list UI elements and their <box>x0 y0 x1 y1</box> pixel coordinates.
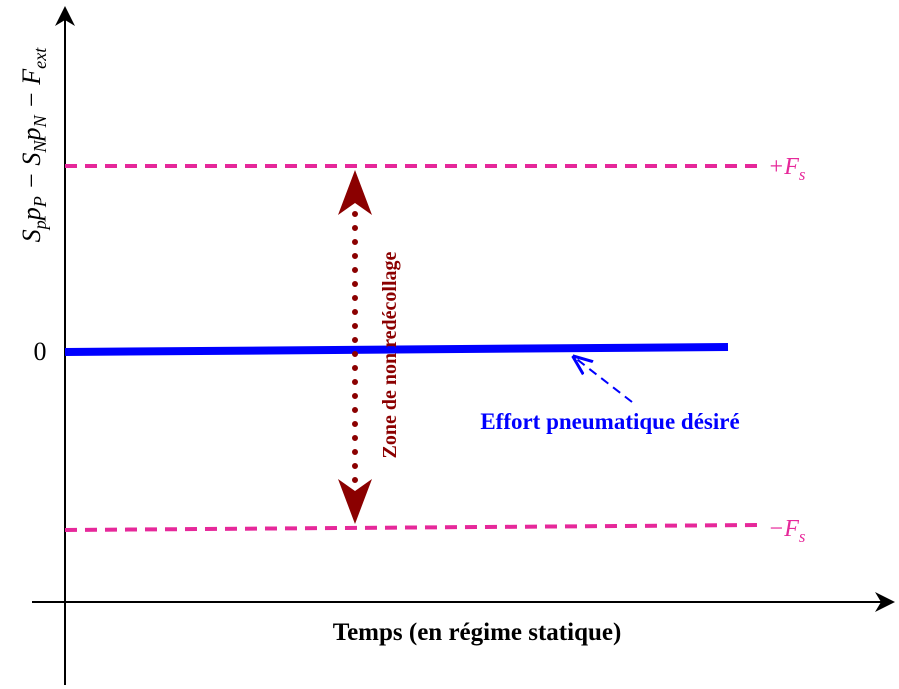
label-part: P <box>30 196 50 208</box>
lower-label: −Fs <box>768 516 806 546</box>
label-part: s <box>799 165 806 184</box>
label-part: +F <box>768 154 799 180</box>
label-part: p <box>17 127 46 142</box>
lower-threshold <box>64 523 761 532</box>
zone-arrow-down <box>338 479 372 524</box>
label-part: − F <box>17 68 46 116</box>
label-part: S <box>17 229 46 242</box>
effort-pointer <box>574 357 633 403</box>
label-part: N <box>30 114 50 128</box>
label-part: N <box>30 140 50 154</box>
label-part: p <box>17 207 46 222</box>
upper-label: +Fs <box>768 154 806 184</box>
zone-arrow-up <box>338 170 372 215</box>
effort-label: Effort pneumatique désiré <box>480 409 739 434</box>
label-part: − S <box>17 153 46 197</box>
label-part: ext <box>30 47 50 69</box>
x-axis-label: Temps (en régime statique) <box>333 619 622 646</box>
label-part: s <box>799 527 806 546</box>
zero-label: 0 <box>34 337 47 366</box>
desired-effort-line <box>64 343 729 356</box>
zone-label: Zone de non redécollage <box>379 251 401 458</box>
label-part: −F <box>768 516 799 542</box>
label-part: p <box>30 220 50 231</box>
y-axis-label: SppP − SNpN − Fext <box>17 47 50 243</box>
